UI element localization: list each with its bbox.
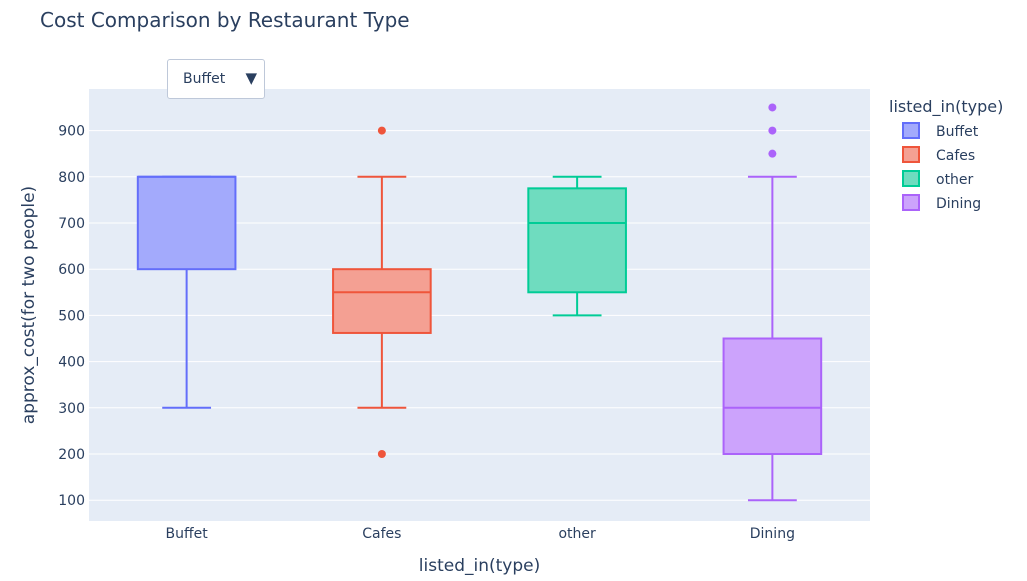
y-tick-label: 600 (58, 262, 85, 278)
iqr-box (527, 187, 627, 294)
plot-area (89, 89, 870, 521)
box-dining (722, 103, 823, 502)
y-tick-label: 800 (58, 170, 85, 186)
y-axis-ticks: 100 200 300 400 500 600 700 800 900 (58, 124, 85, 510)
legend-item-label: Buffet (936, 124, 979, 140)
iqr-box (332, 268, 432, 334)
outlier-point (768, 126, 777, 135)
y-tick-label: 300 (58, 401, 85, 417)
box-buffet (136, 175, 237, 409)
iqr-box (136, 175, 237, 271)
x-tick-label: other (558, 526, 596, 542)
outlier-point (377, 126, 386, 135)
outlier-point (768, 149, 777, 158)
x-tick-label: Cafes (362, 526, 401, 542)
chart-title: Cost Comparison by Restaurant Type (40, 8, 410, 32)
x-axis-ticks: Buffet Cafes other Dining (166, 526, 795, 542)
x-tick-label: Dining (750, 526, 795, 542)
legend-item-label: Dining (936, 196, 981, 212)
outlier-point (377, 450, 386, 459)
y-tick-label: 700 (58, 216, 85, 232)
legend-swatch (902, 146, 920, 163)
y-tick-label: 200 (58, 447, 85, 463)
y-tick-label: 100 (58, 493, 85, 509)
dropdown-selected-value: Buffet (183, 71, 226, 87)
x-tick-label: Buffet (166, 526, 209, 542)
y-axis-title: approx_cost(for two people) (19, 186, 39, 424)
legend-item-label: other (936, 172, 974, 188)
caret-down-icon: ▼ (245, 69, 257, 87)
y-tick-label: 500 (58, 308, 85, 324)
box-cafes (332, 126, 432, 459)
legend-swatch (902, 122, 920, 139)
x-axis-title: listed_in(type) (419, 556, 540, 576)
y-tick-label: 400 (58, 355, 85, 371)
legend-swatch (902, 170, 920, 187)
iqr-box (722, 337, 823, 456)
y-tick-label: 900 (58, 124, 85, 140)
box-other (527, 175, 627, 317)
legend-item-label: Cafes (936, 148, 975, 164)
legend: listed_in(type) Buffet Cafes other Dining (889, 97, 1003, 212)
legend-title: listed_in(type) (889, 97, 1003, 117)
box-series (136, 103, 823, 502)
outlier-point (768, 103, 777, 112)
legend-swatch (902, 194, 920, 211)
type-filter-dropdown[interactable]: Buffet ▼ (167, 59, 265, 99)
